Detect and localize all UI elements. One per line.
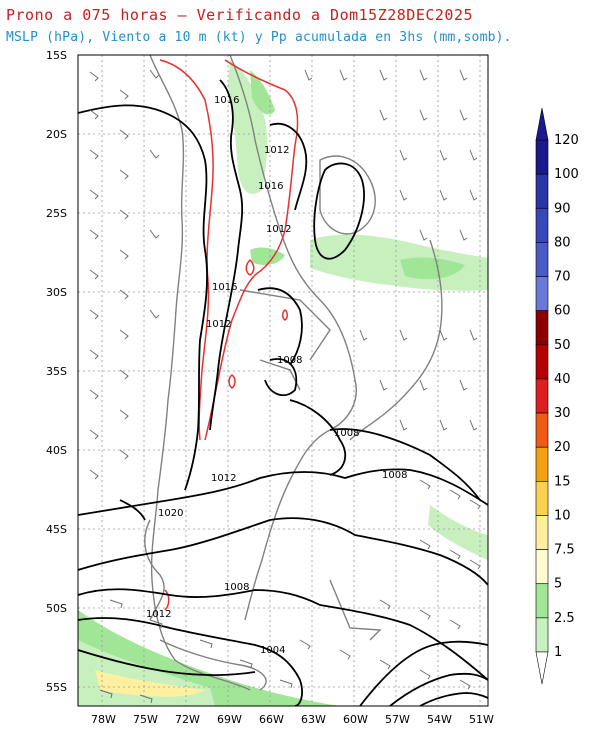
- colorbar-label: 7.5: [554, 543, 575, 558]
- precipitation-shading: [78, 60, 488, 706]
- colorbar-segment: [535, 242, 549, 277]
- colorbar-label: 40: [554, 372, 571, 387]
- colorbar-label: 5: [554, 577, 562, 592]
- colorbar-segment: [535, 583, 549, 619]
- latitude-labels: 15S 20S 25S 30S 35S 40S 45S 50S 55S: [46, 49, 67, 694]
- colorbar-bottom-arrow: [535, 651, 549, 685]
- isobar-label: 1012: [266, 224, 291, 235]
- colorbar-label: 50: [554, 338, 571, 353]
- lat-label: 55S: [46, 681, 67, 694]
- wind-barbs: [89, 69, 481, 704]
- lat-label: 15S: [46, 49, 67, 62]
- colorbar-segment: [535, 549, 549, 585]
- lon-label: 66W: [259, 713, 284, 726]
- lon-label: 54W: [427, 713, 452, 726]
- coastlines: [144, 55, 443, 691]
- isobar-label: 1016: [214, 95, 239, 106]
- isobar-label: 1020: [158, 508, 183, 519]
- isobar-label: 1008: [224, 582, 249, 593]
- colorbar-label: 1: [554, 645, 562, 660]
- isobar-label: 1016: [258, 181, 283, 192]
- lon-label: 51W: [469, 713, 494, 726]
- colorbar-label: 20: [554, 440, 571, 455]
- colorbar-segment: [535, 481, 549, 516]
- colorbar-label: 90: [554, 201, 571, 216]
- colorbar-label: 30: [554, 406, 571, 421]
- isobar-label: 1016: [212, 282, 237, 293]
- precip-colorbar: 120 100 90 80 70 60 50 40 30 20 15 10 7.5 5 2.5 1: [535, 107, 579, 685]
- isobars: [78, 79, 488, 706]
- lat-label: 25S: [46, 207, 67, 220]
- terrain-contour: [159, 59, 299, 611]
- colorbar-label: 2.5: [554, 611, 575, 626]
- isobar-label: 1012: [211, 473, 236, 484]
- colorbar-segment: [535, 173, 549, 209]
- isobar-label: 1004: [260, 645, 285, 656]
- colorbar-label: 120: [554, 133, 579, 148]
- lat-label: 45S: [46, 523, 67, 536]
- lon-label: 63W: [301, 713, 326, 726]
- isobar-label: 1012: [206, 319, 231, 330]
- colorbar-label: 10: [554, 508, 571, 523]
- lat-label: 40S: [46, 444, 67, 457]
- lon-label: 75W: [133, 713, 158, 726]
- colorbar-segment: [535, 207, 549, 243]
- isobar-label: 1012: [146, 609, 171, 620]
- lat-label: 20S: [46, 128, 67, 141]
- lat-label: 30S: [46, 286, 67, 299]
- lat-label: 50S: [46, 602, 67, 615]
- colorbar-label: 60: [554, 304, 571, 319]
- isobar-labels: 1016 1012 1016 1012 1016 1012 1008 1008 …: [146, 95, 407, 656]
- colorbar-label: 100: [554, 167, 579, 182]
- colorbar-top-arrow: [535, 107, 549, 141]
- lat-label: 35S: [46, 365, 67, 378]
- colorbar-label: 70: [554, 270, 571, 285]
- chart-title: Prono a 075 horas – Verificando a Dom15Z…: [6, 6, 474, 24]
- lon-label: 72W: [175, 713, 200, 726]
- longitude-labels: 78W 75W 72W 69W 66W 63W 60W 57W 54W 51W: [91, 713, 494, 726]
- lon-label: 69W: [217, 713, 242, 726]
- colorbar-segment: [535, 344, 549, 380]
- colorbar-segment: [535, 446, 549, 482]
- colorbar-segment: [535, 139, 549, 175]
- colorbar-segment: [535, 412, 549, 448]
- colorbar-label: 15: [554, 474, 571, 489]
- colorbar-segment: [535, 515, 549, 550]
- colorbar-segment: [535, 617, 549, 653]
- colorbar-segment: [535, 310, 549, 346]
- lon-label: 60W: [343, 713, 368, 726]
- colorbar-label: 80: [554, 235, 571, 250]
- lon-label: 57W: [385, 713, 410, 726]
- isobar-label: 1008: [277, 355, 302, 366]
- isobar-label: 1008: [382, 470, 407, 481]
- colorbar-segment: [535, 276, 549, 311]
- isobar-label: 1008: [334, 428, 359, 439]
- lon-label: 78W: [91, 713, 116, 726]
- isobar-label: 1012: [264, 145, 289, 156]
- chart-subtitle: MSLP (hPa), Viento a 10 m (kt) y Pp acum…: [6, 30, 512, 45]
- colorbar-segment: [535, 378, 549, 414]
